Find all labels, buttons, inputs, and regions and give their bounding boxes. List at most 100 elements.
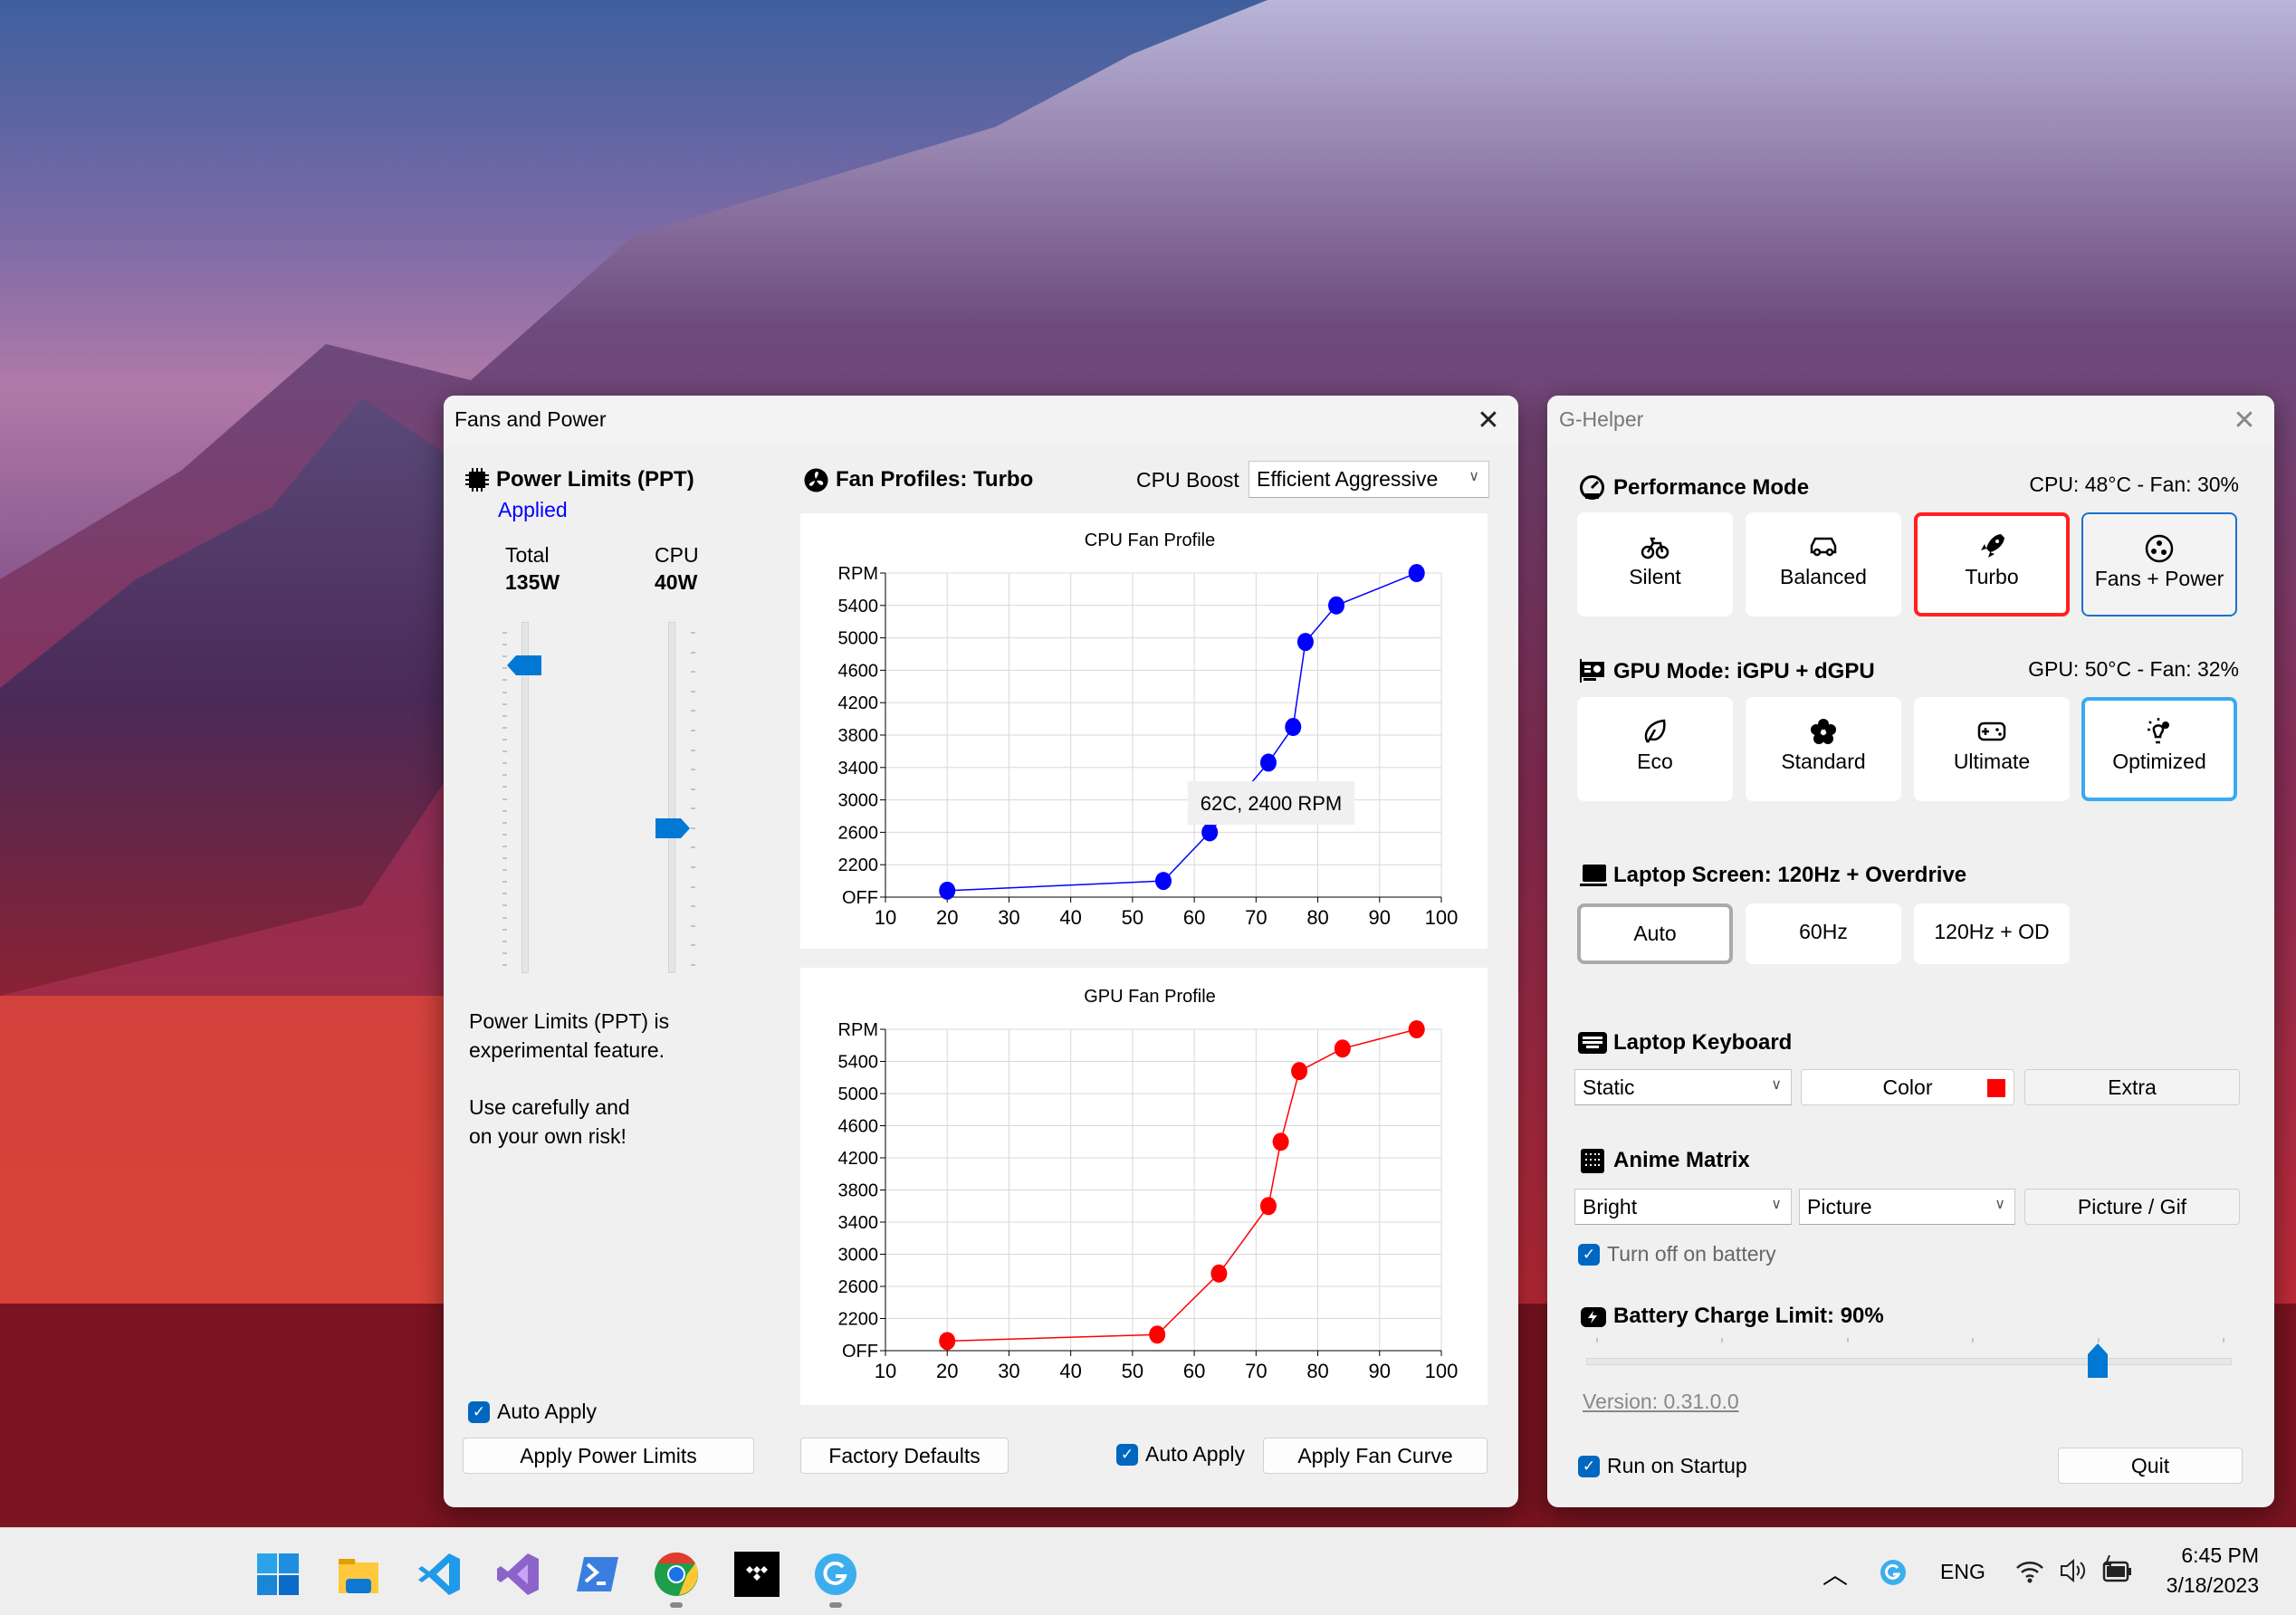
cpu-power-slider[interactable] <box>668 622 675 973</box>
total-value: 135W <box>505 570 560 594</box>
mode-button-standard[interactable]: Standard <box>1746 697 1901 801</box>
run-on-startup-checkbox[interactable]: ✓ <box>1578 1456 1600 1477</box>
data-point[interactable] <box>1408 1020 1425 1038</box>
battery-slider-thumb[interactable] <box>2087 1343 2108 1378</box>
clock-date[interactable]: 3/18/2023 <box>2166 1573 2259 1597</box>
y-tick-label: 3400 <box>838 1213 879 1233</box>
y-tick-label: 5400 <box>838 597 879 616</box>
file-explorer-icon[interactable] <box>336 1552 381 1597</box>
turn-off-on-battery-checkbox[interactable]: ✓ <box>1578 1244 1600 1266</box>
windows-start-icon[interactable] <box>255 1552 301 1597</box>
mode-button-silent[interactable]: Silent <box>1577 512 1733 616</box>
language-indicator[interactable]: ENG <box>1940 1560 1985 1583</box>
data-point[interactable] <box>939 1332 956 1351</box>
chevron-up-icon[interactable]: ︿ <box>1822 1561 1849 1589</box>
mode-button-optimized[interactable]: Optimized <box>2081 697 2237 801</box>
quit-button[interactable]: Quit <box>2058 1448 2243 1484</box>
slider-tick <box>502 964 507 966</box>
data-point[interactable] <box>1210 1264 1228 1283</box>
slider-tick <box>691 964 695 966</box>
vscode-icon[interactable] <box>416 1552 462 1597</box>
powershell-icon[interactable] <box>575 1552 620 1597</box>
slider-tick <box>502 928 507 931</box>
tidal-icon[interactable] <box>734 1552 780 1597</box>
visual-studio-icon[interactable] <box>495 1552 541 1597</box>
screen-option-button[interactable]: Auto <box>1577 903 1733 964</box>
factory-defaults-button[interactable]: Factory Defaults <box>800 1438 1009 1474</box>
anime-brightness-dropdown[interactable]: Bright ∨ <box>1574 1189 1792 1225</box>
data-point[interactable] <box>1155 872 1172 891</box>
screen-option-button[interactable]: 60Hz <box>1746 903 1901 964</box>
bulb-gear-icon <box>2148 718 2169 744</box>
fan-auto-apply-checkbox[interactable]: ✓ <box>1116 1444 1138 1466</box>
slider-tick <box>502 857 507 860</box>
battery-limit-slider[interactable] <box>1586 1358 2232 1365</box>
y-tick-label: OFF <box>842 888 878 908</box>
x-tick-label: 60 <box>1183 1360 1205 1382</box>
x-tick-label: 40 <box>1059 906 1081 929</box>
gpu-fan-chart-panel: GPU Fan Profile 10 20 30 40 50 60 70 80 90 100 OFF 2… <box>800 968 1488 1405</box>
slider-tick <box>502 632 507 634</box>
anime-mode-dropdown[interactable]: Picture ∨ <box>1799 1189 2015 1225</box>
series-line <box>947 1028 1417 1343</box>
total-power-slider[interactable] <box>521 622 529 973</box>
mode-button-eco[interactable]: Eco <box>1577 697 1733 801</box>
ppt-warning-line: Use carefully and <box>469 1095 630 1119</box>
keyboard-extra-button[interactable]: Extra <box>2024 1069 2240 1105</box>
cpu-boost-dropdown[interactable]: Efficient Aggressive ∨ <box>1248 461 1489 498</box>
fan-profiles-heading: Fan Profiles: Turbo <box>836 467 1034 492</box>
keyboard-icon <box>1578 1032 1607 1054</box>
rocket-icon <box>1981 534 2004 558</box>
total-slider-thumb[interactable] <box>507 655 541 675</box>
cpu-chip-icon <box>465 468 489 492</box>
y-tick-label: 5400 <box>838 1053 879 1073</box>
slider-tick <box>691 944 695 947</box>
data-point[interactable] <box>1201 823 1219 842</box>
cpu-fan-chart[interactable]: CPU Fan Profile 10 20 30 40 50 60 70 80 90 100 OFF 2… <box>800 513 1488 949</box>
slider-tick <box>502 774 507 777</box>
x-tick-label: 100 <box>1425 906 1459 929</box>
keyboard-color-button[interactable]: Color <box>1801 1069 2014 1105</box>
close-button[interactable]: ✕ <box>2233 406 2256 435</box>
picture-gif-button[interactable]: Picture / Gif <box>2024 1189 2240 1225</box>
mode-button-balanced[interactable]: Balanced <box>1746 512 1901 616</box>
total-label: Total <box>505 543 550 567</box>
data-point[interactable] <box>1272 1132 1289 1152</box>
apply-power-limits-button[interactable]: Apply Power Limits <box>463 1438 754 1474</box>
mode-button-ultimate[interactable]: Ultimate <box>1914 697 2070 801</box>
data-point[interactable] <box>1334 1039 1351 1058</box>
data-point[interactable] <box>1259 1197 1277 1216</box>
data-point[interactable] <box>1328 596 1345 615</box>
ppt-warning-line: on your own risk! <box>469 1124 627 1148</box>
chrome-icon[interactable] <box>654 1552 699 1597</box>
close-button[interactable]: ✕ <box>1477 406 1500 435</box>
apply-fan-curve-button[interactable]: Apply Fan Curve <box>1263 1438 1488 1474</box>
data-point[interactable] <box>939 881 956 900</box>
mode-button-turbo[interactable]: Turbo <box>1914 512 2070 616</box>
fan-icon <box>2145 534 2174 563</box>
version-link[interactable]: Version: 0.31.0.0 <box>1583 1390 1739 1413</box>
running-indicator <box>829 1602 842 1608</box>
data-point[interactable] <box>1291 1062 1308 1081</box>
screen-option-button[interactable]: 120Hz + OD <box>1914 903 2070 964</box>
wifi-icon[interactable] <box>2015 1559 2044 1584</box>
keyboard-mode-dropdown[interactable]: Static ∨ <box>1574 1069 1792 1105</box>
gpu-fan-chart[interactable]: GPU Fan Profile 10 20 30 40 50 60 70 80 90 100 OFF 2… <box>800 968 1488 1405</box>
ghelper-icon[interactable] <box>813 1552 858 1597</box>
cpu-slider-thumb[interactable] <box>655 817 690 838</box>
ghelper-tray-icon[interactable] <box>1880 1559 1907 1586</box>
data-point[interactable] <box>1285 718 1302 737</box>
volume-icon[interactable] <box>2059 1557 2088 1584</box>
power-auto-apply-checkbox[interactable]: ✓ <box>468 1401 490 1423</box>
mode-button-fans-power[interactable]: Fans + Power <box>2081 512 2237 616</box>
data-point[interactable] <box>1149 1325 1166 1344</box>
clock-time[interactable]: 6:45 PM <box>2181 1543 2259 1567</box>
cpu-label: CPU <box>655 543 699 567</box>
slider-tick <box>502 821 507 824</box>
battery-charging-icon[interactable] <box>2102 1555 2133 1584</box>
data-point[interactable] <box>1259 753 1277 772</box>
data-point[interactable] <box>1296 633 1314 652</box>
slider-tick <box>502 691 507 693</box>
flower-icon <box>1811 719 1836 744</box>
data-point[interactable] <box>1408 564 1425 582</box>
